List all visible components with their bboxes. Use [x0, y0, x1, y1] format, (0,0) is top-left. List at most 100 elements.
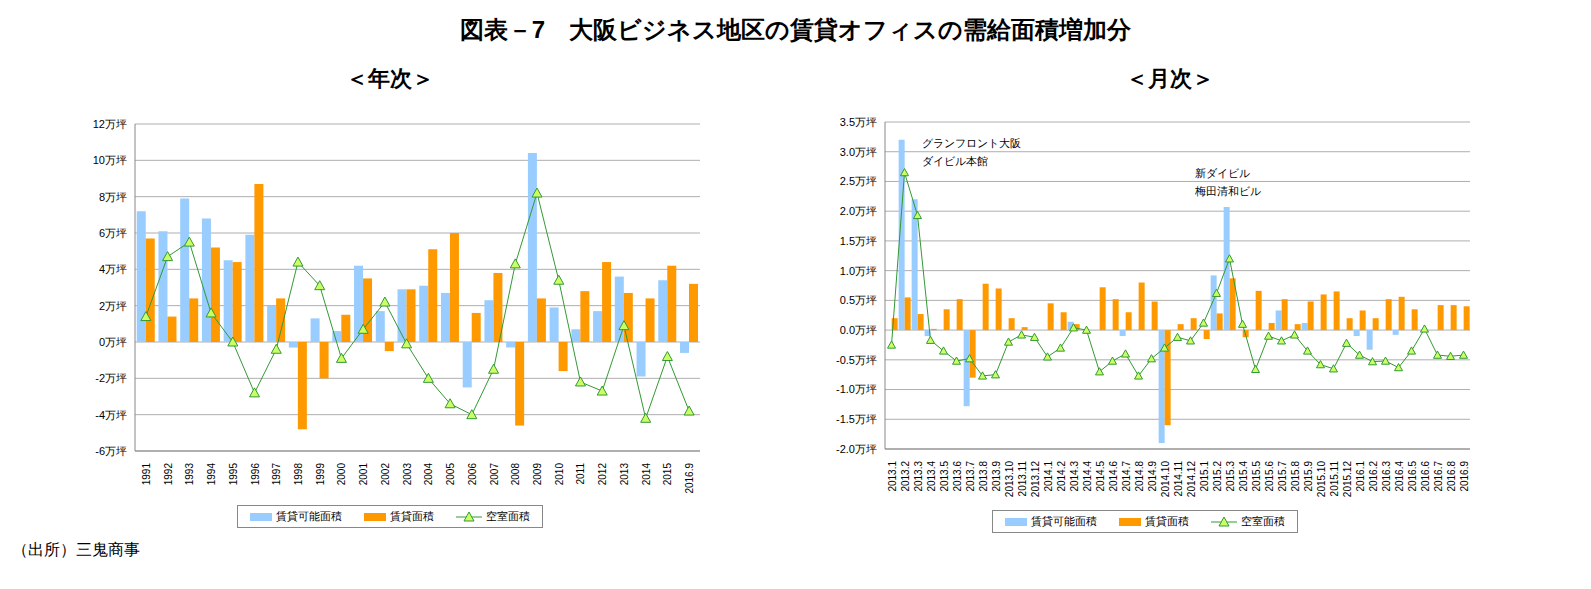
svg-text:1992: 1992: [163, 463, 174, 486]
svg-text:2013.6: 2013.6: [952, 461, 963, 492]
svg-text:2013.1: 2013.1: [887, 461, 898, 492]
svg-text:1993: 1993: [184, 463, 195, 486]
svg-text:2013.8: 2013.8: [978, 461, 989, 492]
svg-text:2014.10: 2014.10: [1160, 461, 1171, 498]
svg-text:2.0万坪: 2.0万坪: [840, 205, 877, 217]
svg-text:2015.5: 2015.5: [1251, 461, 1262, 492]
svg-text:2014.5: 2014.5: [1095, 461, 1106, 492]
svg-text:2016.3: 2016.3: [1381, 461, 1392, 492]
svg-text:2015.4: 2015.4: [1238, 461, 1249, 492]
svg-text:2013.10: 2013.10: [1004, 461, 1015, 498]
svg-text:4万坪: 4万坪: [99, 263, 127, 275]
svg-text:2013.5: 2013.5: [939, 461, 950, 492]
svg-text:2.5万坪: 2.5万坪: [840, 175, 877, 187]
svg-text:2013.12: 2013.12: [1030, 461, 1041, 498]
svg-text:2014.8: 2014.8: [1134, 461, 1145, 492]
svg-text:2013.11: 2013.11: [1017, 461, 1028, 497]
svg-text:2004: 2004: [423, 463, 434, 486]
svg-text:2007: 2007: [489, 463, 500, 486]
svg-text:2016.9: 2016.9: [684, 463, 695, 494]
svg-text:-1.0万坪: -1.0万坪: [836, 383, 877, 395]
svg-text:2016.6: 2016.6: [1420, 461, 1431, 492]
html-text:賃貸面積: 賃貸面積: [390, 510, 434, 522]
svg-text:2015: 2015: [662, 463, 673, 486]
html-text:（出所）三鬼商事: （出所）三鬼商事: [12, 541, 140, 558]
svg-text:-0.5万坪: -0.5万坪: [836, 354, 877, 366]
svg-text:2013.7: 2013.7: [965, 461, 976, 492]
svg-text:2015.11: 2015.11: [1329, 461, 1340, 497]
svg-text:1991: 1991: [141, 463, 152, 486]
svg-text:1995: 1995: [228, 463, 239, 486]
svg-text:2011: 2011: [575, 463, 586, 485]
html-text:＜年次＞: ＜年次＞: [346, 66, 434, 91]
svg-text:2016.5: 2016.5: [1407, 461, 1418, 492]
svg-text:3.0万坪: 3.0万坪: [840, 146, 877, 158]
svg-text:2013.2: 2013.2: [900, 461, 911, 492]
svg-text:-2万坪: -2万坪: [95, 372, 127, 384]
svg-text:2015.8: 2015.8: [1290, 461, 1301, 492]
svg-text:2016.9: 2016.9: [1459, 461, 1470, 492]
svg-text:0.5万坪: 0.5万坪: [840, 294, 877, 306]
svg-text:2014.9: 2014.9: [1147, 461, 1158, 492]
html-text:図表－7 大阪ビジネス地区の賃貸オフィスの需給面積増加分: 図表－7 大阪ビジネス地区の賃貸オフィスの需給面積増加分: [459, 16, 1132, 43]
svg-text:2015.7: 2015.7: [1277, 461, 1288, 492]
svg-text:6万坪: 6万坪: [99, 227, 127, 239]
svg-text:-2.0万坪: -2.0万坪: [836, 443, 877, 455]
svg-text:1996: 1996: [250, 463, 261, 486]
svg-text:2012: 2012: [597, 463, 608, 486]
svg-text:-4万坪: -4万坪: [95, 409, 127, 421]
svg-text:2015.3: 2015.3: [1225, 461, 1236, 492]
svg-text:2013.9: 2013.9: [991, 461, 1002, 492]
svg-text:2014.2: 2014.2: [1056, 461, 1067, 492]
html-text:賃貸可能面積: 賃貸可能面積: [276, 510, 342, 522]
svg-text:2013: 2013: [619, 463, 630, 486]
svg-text:1.0万坪: 1.0万坪: [840, 265, 877, 277]
svg-text:2002: 2002: [380, 463, 391, 486]
svg-text:2001: 2001: [358, 463, 369, 486]
html-text:＜月次＞: ＜月次＞: [1126, 66, 1214, 91]
svg-text:3.5万坪: 3.5万坪: [840, 116, 877, 128]
svg-text:1999: 1999: [315, 463, 326, 486]
svg-text:1997: 1997: [271, 463, 282, 486]
svg-text:2015.9: 2015.9: [1303, 461, 1314, 492]
svg-text:2016.7: 2016.7: [1433, 461, 1444, 492]
svg-text:0万坪: 0万坪: [99, 336, 127, 348]
svg-text:2003: 2003: [402, 463, 413, 486]
svg-text:2015.1: 2015.1: [1199, 461, 1210, 492]
svg-text:10万坪: 10万坪: [93, 154, 127, 166]
svg-text:2014.12: 2014.12: [1186, 461, 1197, 498]
svg-text:2014.6: 2014.6: [1108, 461, 1119, 492]
svg-text:0.0万坪: 0.0万坪: [840, 324, 877, 336]
svg-text:8万坪: 8万坪: [99, 191, 127, 203]
svg-text:2015.12: 2015.12: [1342, 461, 1353, 498]
svg-text:2015.6: 2015.6: [1264, 461, 1275, 492]
svg-text:-1.5万坪: -1.5万坪: [836, 413, 877, 425]
svg-text:2016.2: 2016.2: [1368, 461, 1379, 492]
svg-text:2016.4: 2016.4: [1394, 461, 1405, 492]
svg-text:2016.1: 2016.1: [1355, 461, 1366, 492]
svg-text:2008: 2008: [510, 463, 521, 486]
svg-text:12万坪: 12万坪: [93, 118, 127, 130]
svg-text:2万坪: 2万坪: [99, 300, 127, 312]
svg-text:2014.7: 2014.7: [1121, 461, 1132, 492]
svg-text:2010: 2010: [554, 463, 565, 486]
svg-text:1.5万坪: 1.5万坪: [840, 235, 877, 247]
svg-text:2014: 2014: [641, 463, 652, 486]
svg-text:2015.10: 2015.10: [1316, 461, 1327, 498]
svg-text:2006: 2006: [467, 463, 478, 486]
svg-text:2000: 2000: [336, 463, 347, 486]
svg-text:2014.11: 2014.11: [1173, 461, 1184, 497]
svg-text:2014.4: 2014.4: [1082, 461, 1093, 492]
svg-text:2015.2: 2015.2: [1212, 461, 1223, 492]
svg-text:2016.8: 2016.8: [1446, 461, 1457, 492]
svg-text:2014.1: 2014.1: [1043, 461, 1054, 492]
svg-text:1998: 1998: [293, 463, 304, 486]
svg-text:1994: 1994: [206, 463, 217, 486]
svg-text:2013.4: 2013.4: [926, 461, 937, 492]
svg-text:2009: 2009: [532, 463, 543, 486]
svg-text:2013.3: 2013.3: [913, 461, 924, 492]
svg-text:-6万坪: -6万坪: [95, 445, 127, 457]
svg-text:2005: 2005: [445, 463, 456, 486]
svg-text:2014.3: 2014.3: [1069, 461, 1080, 492]
html-text:空室面積: 空室面積: [486, 510, 530, 522]
